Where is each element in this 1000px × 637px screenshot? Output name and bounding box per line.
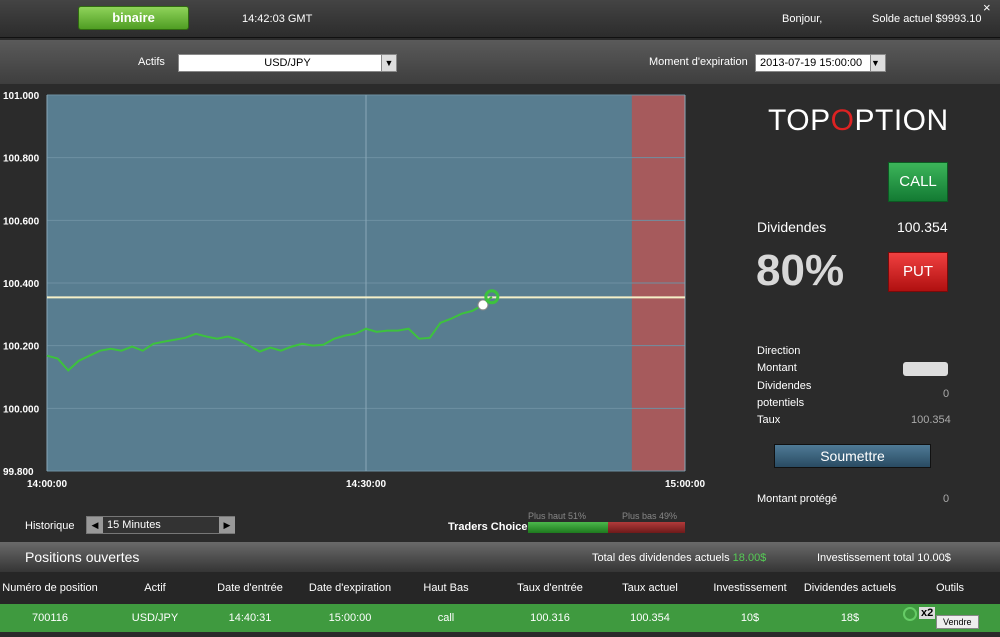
tool-icon[interactable] <box>903 607 917 621</box>
column-header: Numéro de position <box>2 582 98 594</box>
price-chart: 99.800 100.000 100.200 100.400 100.600 100.80… <box>3 91 705 490</box>
y-tick-label: 100.600 <box>3 216 40 227</box>
expiry-value: 2013-07-19 15:00:00 <box>760 57 863 69</box>
amount-label: Montant <box>757 362 797 374</box>
dropdown-arrow: ▼ <box>381 55 396 71</box>
y-tick-label: 100.400 <box>3 279 40 290</box>
rate-value: 100.354 <box>911 414 951 426</box>
table-cell: 700116 <box>32 612 68 624</box>
toolbar: Actifs USD/JPY ▼ Moment d'expiration 2013… <box>0 40 1000 84</box>
y-tick-label: 101.000 <box>3 91 40 102</box>
y-tick-label: 100.800 <box>3 154 40 165</box>
prev-button[interactable]: ◀ <box>87 517 103 533</box>
dropdown-arrow: ▼ <box>870 55 885 71</box>
server-time: 14:42:03 GMT <box>242 13 313 25</box>
positions-bar: Positions ouvertes Total des dividendes … <box>0 542 1000 572</box>
dividends-label: Dividendes <box>757 219 827 235</box>
table-cell: 18$ <box>840 612 860 624</box>
column-header: Actif <box>144 582 166 594</box>
expiry-select[interactable]: 2013-07-19 15:00:00 ▼ <box>755 54 886 72</box>
payout: 80% <box>756 246 845 295</box>
entry-marker <box>477 299 489 311</box>
price-line <box>46 296 493 372</box>
column-header: Taux actuel <box>622 582 678 594</box>
traders-choice-label: Traders Choice <box>448 521 528 533</box>
table-cell: call <box>437 612 455 624</box>
current-marker <box>484 289 500 305</box>
period-value: 15 Minutes <box>103 517 219 533</box>
table-cell: 15:00:00 <box>328 612 372 624</box>
header: binaire 14:42:03 GMT Bonjour, Solde actu… <box>0 0 1000 38</box>
sell-button[interactable]: Vendre <box>936 615 979 629</box>
total-dividends-label: Total des dividendes actuels <box>592 552 730 564</box>
logo: TOPOPTION <box>768 104 949 138</box>
higher-label: Plus haut 51% <box>528 511 587 521</box>
higher-bar <box>528 522 608 533</box>
asset-value: USD/JPY <box>264 57 311 69</box>
table-cell: 14:40:31 <box>228 612 272 624</box>
logo-end: PTION <box>854 104 949 137</box>
protected-label: Montant protégé <box>757 493 838 505</box>
x-tick-label: 14:00:00 <box>27 479 67 490</box>
multiplier[interactable]: x2 <box>919 607 936 619</box>
mode-button[interactable]: binaire <box>78 6 189 30</box>
next-button[interactable]: ▶ <box>219 517 235 533</box>
total-dividends-value: 18.00$ <box>732 552 767 564</box>
column-header: Outils <box>935 582 965 594</box>
column-header: Taux d'entrée <box>517 582 583 594</box>
call-button[interactable]: CALL <box>888 162 948 202</box>
logo-start: TOP <box>768 104 831 137</box>
lower-bar <box>608 522 685 533</box>
table-cell: 100.316 <box>530 612 570 624</box>
trade-panel: TOPOPTION CALL Dividendes 100.354 80% PU… <box>740 84 1000 540</box>
greeting: Bonjour, <box>782 13 823 25</box>
close-button[interactable]: × <box>983 0 991 15</box>
balance: Solde actuel $9993.10 <box>872 13 982 25</box>
assets-label: Actifs <box>138 56 165 68</box>
positions-title: Positions ouvertes <box>25 549 140 565</box>
y-tick-label: 99.800 <box>3 467 34 478</box>
table-cell: USD/JPY <box>131 612 179 624</box>
potential-value: 0 <box>943 388 950 400</box>
put-button[interactable]: PUT <box>888 252 948 292</box>
column-header: Investissement <box>713 582 787 594</box>
expiry-label: Moment d'expiration <box>649 56 748 68</box>
submit-button[interactable]: Soumettre <box>774 444 931 468</box>
y-tick-label: 100.000 <box>3 404 40 415</box>
dividends-value: 100.354 <box>897 219 948 235</box>
lower-label: Plus bas 49% <box>622 511 678 521</box>
total-investment: Investissement total 10.00$ <box>817 552 951 564</box>
protected-value: 0 <box>943 493 950 505</box>
period-select[interactable]: ◀ 15 Minutes ▶ <box>86 516 235 534</box>
column-header: Haut Bas <box>423 582 469 594</box>
direction-label: Direction <box>757 345 801 357</box>
x-tick-label: 15:00:00 <box>665 479 705 490</box>
logo-o: O <box>830 104 855 137</box>
table-header: Numéro de position Actif Date d'entrée Date… <box>0 572 1000 604</box>
history-label: Historique <box>25 520 75 532</box>
asset-select[interactable]: USD/JPY ▼ <box>178 54 397 72</box>
x-tick-label: 14:30:00 <box>346 479 386 490</box>
column-header: Dividendes actuels <box>803 582 897 594</box>
y-tick-label: 100.200 <box>3 342 40 353</box>
amount-input[interactable] <box>903 362 948 376</box>
total-dividends: Total des dividendes actuels 18.00$ <box>592 552 766 564</box>
column-header: Date d'entrée <box>217 582 283 594</box>
rate-label: Taux <box>757 414 781 426</box>
table-cell: 100.354 <box>630 612 670 624</box>
potential-label-1: Dividendes <box>757 380 812 392</box>
table-cell: 10$ <box>740 612 760 624</box>
table-row: x2 Vendre 700116 USD/JPY 14:40:31 15:00:00 c… <box>0 604 1000 632</box>
column-header: Date d'expiration <box>308 582 392 594</box>
potential-label-2: potentiels <box>757 397 805 409</box>
